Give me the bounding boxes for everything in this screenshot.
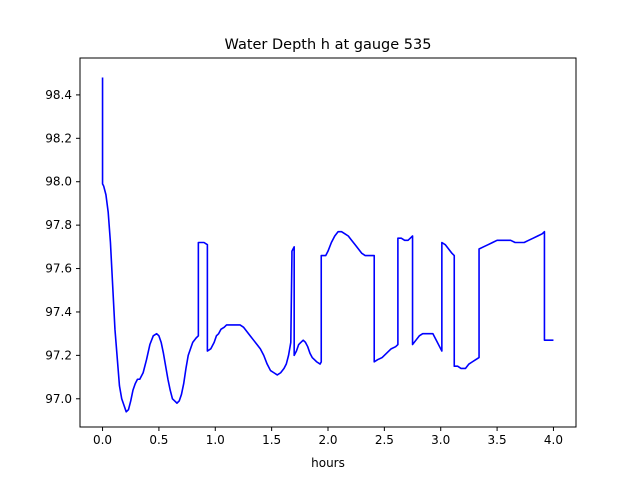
x-tick-label: 1.0 (206, 433, 225, 447)
y-tick-label: 97.2 (45, 348, 72, 362)
x-tick-label: 0.0 (93, 433, 112, 447)
series-line (101, 77, 554, 413)
y-tick-label: 98.2 (45, 131, 72, 145)
x-axis-label: hours (311, 456, 345, 470)
chart-title: Water Depth h at gauge 535 (225, 37, 432, 53)
x-tick-label: 4.0 (544, 433, 563, 447)
plot-frame (79, 57, 577, 428)
axis-tick-labels: 0.0 0.5 1.0 1.5 2.0 2.5 3.0 3.5 4.0 97.0 97.2 97.4 9… (45, 88, 563, 447)
y-tick-label: 97.4 (45, 305, 72, 319)
x-tick-label: 3.5 (488, 433, 507, 447)
y-tick-label: 97.0 (45, 392, 72, 406)
y-tick-label: 97.6 (45, 262, 72, 276)
x-tick-label: 2.5 (375, 433, 394, 447)
y-tick-label: 97.8 (45, 218, 72, 232)
x-tick-label: 1.5 (262, 433, 281, 447)
x-tick-label: 0.5 (149, 433, 168, 447)
x-tick-label: 2.0 (318, 433, 337, 447)
y-tick-label: 98.0 (45, 175, 72, 189)
axis-ticks (76, 94, 554, 431)
y-tick-label: 98.4 (45, 88, 72, 102)
x-tick-label: 3.0 (431, 433, 450, 447)
